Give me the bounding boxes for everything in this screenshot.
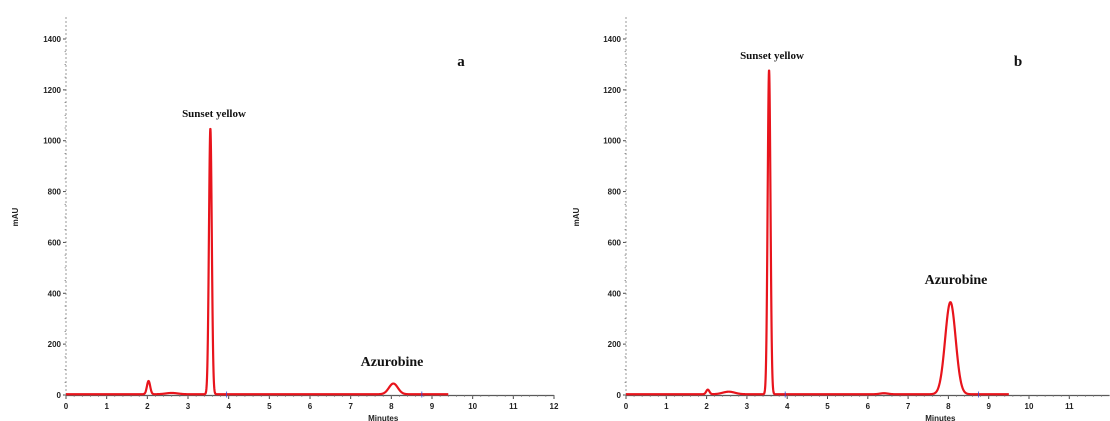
y-tick-label: 800 (48, 188, 62, 197)
x-tick-label: 9 (430, 402, 435, 411)
x-tick-label: 4 (785, 402, 790, 411)
peak-annotation: Sunset yellow (182, 108, 246, 120)
y-tick-label: 800 (608, 188, 622, 197)
x-tick-label: 1 (664, 402, 669, 411)
chart-panel-b: 0 200 400 600 800 1000 1200 1400 0 1 2 3 4 5 6 7 8 9 10 11 m… (572, 17, 1110, 421)
y-tick-label: 1000 (43, 137, 61, 146)
x-tick-label: 0 (624, 402, 629, 411)
x-tick-label: 5 (825, 402, 830, 411)
x-tick-label: 12 (550, 402, 559, 411)
y-tick-label: 600 (48, 238, 62, 247)
y-tick-label: 1000 (603, 137, 621, 146)
y-tick-label: 400 (48, 289, 62, 298)
x-tick-label: 6 (308, 402, 313, 411)
y-tick-label: 1200 (603, 86, 621, 95)
x-tick-label: 10 (1025, 402, 1034, 411)
x-tick-label: 3 (745, 402, 750, 411)
x-tick-label: 8 (946, 402, 951, 411)
chromatogram-trace (625, 69, 1010, 396)
x-tick-label: 11 (509, 402, 518, 411)
y-tick-label: 0 (617, 391, 622, 400)
chromatogram-trace (65, 127, 450, 396)
y-tick-label: 0 (57, 391, 62, 400)
peak-annotation: Sunset yellow (740, 50, 804, 62)
panel-label: a (457, 54, 465, 70)
y-tick-label: 200 (48, 340, 62, 349)
x-axis-title: Minutes (925, 414, 956, 421)
y-tick-label: 600 (608, 238, 622, 247)
x-tick-label: 4 (226, 402, 231, 411)
y-axis-title: mAU (572, 207, 581, 226)
peak-annotation: Azurobine (361, 355, 424, 370)
y-tick-label: 1200 (43, 86, 61, 95)
x-tick-label: 11 (1065, 402, 1074, 411)
x-tick-label: 8 (389, 402, 394, 411)
panel-label: b (1014, 54, 1022, 70)
x-tick-label: 2 (145, 402, 150, 411)
y-tick-label: 200 (608, 340, 622, 349)
y-axis-title: mAU (11, 207, 20, 226)
x-tick-label: 5 (267, 402, 272, 411)
y-tick-label: 400 (608, 289, 622, 298)
x-tick-label: 6 (866, 402, 871, 411)
peak-annotation: Azurobine (925, 273, 988, 288)
y-tick-label: 1400 (43, 35, 61, 44)
x-tick-label: 10 (468, 402, 477, 411)
x-tick-label: 7 (348, 402, 353, 411)
x-tick-label: 3 (186, 402, 191, 411)
y-tick-label: 1400 (603, 35, 621, 44)
x-tick-label: 9 (986, 402, 991, 411)
x-tick-label: 1 (104, 402, 109, 411)
x-tick-label: 0 (64, 402, 69, 411)
x-axis-title: Minutes (368, 414, 399, 421)
x-tick-label: 2 (704, 402, 709, 411)
x-tick-label: 7 (906, 402, 911, 411)
